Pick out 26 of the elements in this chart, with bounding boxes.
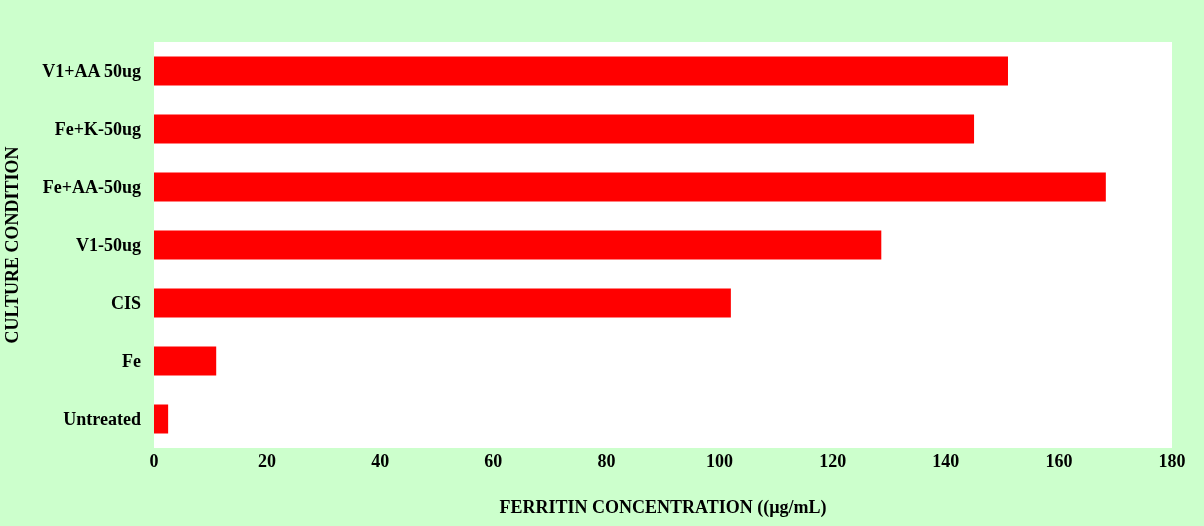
x-tick-label: 80	[597, 451, 616, 471]
x-tick-label: 60	[484, 451, 503, 471]
x-tick-label: 160	[1045, 451, 1073, 471]
bar	[154, 230, 882, 260]
x-tick-label: 140	[932, 451, 960, 471]
x-tick-label: 0	[149, 451, 159, 471]
y-tick-label: Fe	[122, 351, 142, 372]
y-tick-label: Untreated	[63, 409, 141, 430]
x-tick-label: 120	[819, 451, 847, 471]
y-tick-label: V1-50ug	[75, 235, 141, 256]
y-tick-label: CIS	[110, 293, 141, 314]
x-tick-label: 40	[371, 451, 390, 471]
x-tick-label: 20	[258, 451, 277, 471]
y-tick-label: Fe+AA-50ug	[42, 177, 141, 198]
bar	[154, 114, 975, 144]
y-tick-label: Fe+K-50ug	[54, 119, 141, 140]
x-tick-label: 180	[1158, 451, 1186, 471]
bar	[154, 56, 1008, 86]
x-axis-title: FERRITIN CONCENTRATION ((µg/mL)	[499, 497, 827, 519]
x-tick-label: 100	[706, 451, 734, 471]
y-axis-title: CULTURE CONDITION	[2, 146, 23, 344]
bar	[154, 404, 169, 434]
bar	[154, 346, 217, 376]
bar	[154, 288, 731, 318]
y-tick-label: V1+AA 50ug	[42, 61, 141, 82]
bar	[154, 172, 1106, 202]
